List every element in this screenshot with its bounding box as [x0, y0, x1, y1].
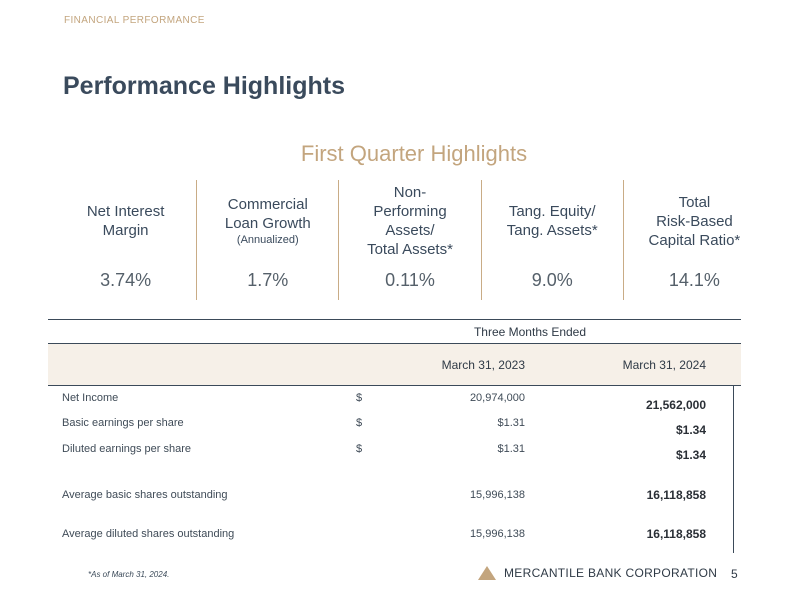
metric-tangible-equity-ratio: Tang. Equity/ Tang. Assets* 9.0% [480, 180, 623, 300]
metric-total-risk-based-capital: Total Risk-Based Capital Ratio* 14.1% [622, 180, 765, 300]
row-label: Net Income [62, 392, 119, 404]
value-2024: $1.34 [675, 423, 706, 437]
currency-symbol: $ [356, 443, 363, 455]
table-top-rule [48, 319, 741, 320]
table-row-avg-diluted-shares: Average diluted shares outstanding 15,99… [48, 527, 741, 546]
column-header-2024: March 31, 2024 [622, 358, 706, 372]
metric-label: Tang. Equity/ Tang. Assets* [506, 203, 598, 239]
value-2023: 15,996,138 [469, 489, 525, 501]
company-logo-icon [478, 566, 496, 580]
row-label: Diluted earnings per share [62, 443, 192, 455]
section-label: FINANCIAL PERFORMANCE [64, 15, 205, 26]
metric-label: Commercial Loan Growth (Annualized) [224, 195, 311, 246]
table-row-diluted-eps: Diluted earnings per share $ $1.31 $1.34 [48, 443, 741, 462]
footnote: *As of March 31, 2024. [88, 570, 170, 579]
row-label: Average diluted shares outstanding [62, 528, 235, 540]
metric-net-interest-margin: Net Interest Margin 3.74% [55, 180, 196, 300]
metric-value: 14.1% [668, 270, 720, 290]
currency-symbol: $ [356, 392, 363, 404]
value-2023: 20,974,000 [469, 392, 525, 404]
value-2023: $1.31 [497, 417, 525, 429]
currency-symbol: $ [356, 417, 363, 429]
column-header-2023: March 31, 2023 [441, 358, 525, 372]
page-title: Performance Highlights [63, 72, 345, 100]
table-row-net-income: Net Income $ 20,974,000 21,562,000 [48, 392, 741, 412]
metric-sublabel: (Annualized) [236, 233, 299, 246]
metric-label: Total Risk-Based Capital Ratio* [648, 193, 741, 249]
value-2023: 15,996,138 [469, 528, 525, 540]
value-2024: 16,118,858 [646, 488, 706, 502]
metric-value: 3.74% [100, 270, 152, 290]
metric-npa-total-assets: Non- Performing Assets/ Total Assets* 0.… [338, 180, 480, 300]
highlight-metrics: Net Interest Margin 3.74% Commercial Loa… [55, 180, 765, 300]
page-number: 5 [731, 567, 738, 581]
company-name: MERCANTILE BANK CORPORATION [504, 566, 718, 580]
table-row-avg-basic-shares: Average basic shares outstanding 15,996,… [48, 488, 741, 507]
value-2023: $1.31 [497, 443, 525, 455]
value-2024: $1.34 [675, 448, 706, 462]
highlights-title: First Quarter Highlights [300, 141, 528, 166]
metric-label: Non- Performing Assets/ Total Assets* [367, 184, 453, 258]
metric-value: 1.7% [247, 270, 289, 290]
metric-value: 9.0% [531, 270, 573, 290]
table-row-basic-eps: Basic earnings per share $ $1.31 $1.34 [48, 417, 741, 437]
value-2024: 16,118,858 [646, 527, 706, 541]
value-2024: 21,562,000 [645, 398, 706, 412]
metric-label: Net Interest Margin [86, 203, 165, 239]
table-right-rule [733, 385, 734, 553]
table-header-rule [48, 385, 741, 386]
table-column-header: March 31, 2023 March 31, 2024 [48, 343, 741, 385]
company-brand: MERCANTILE BANK CORPORATION [478, 565, 717, 581]
row-label: Basic earnings per share [62, 417, 184, 429]
metric-commercial-loan-growth: Commercial Loan Growth (Annualized) 1.7% [196, 180, 338, 300]
row-label: Average basic shares outstanding [62, 489, 228, 501]
metric-value: 0.11% [385, 270, 435, 290]
